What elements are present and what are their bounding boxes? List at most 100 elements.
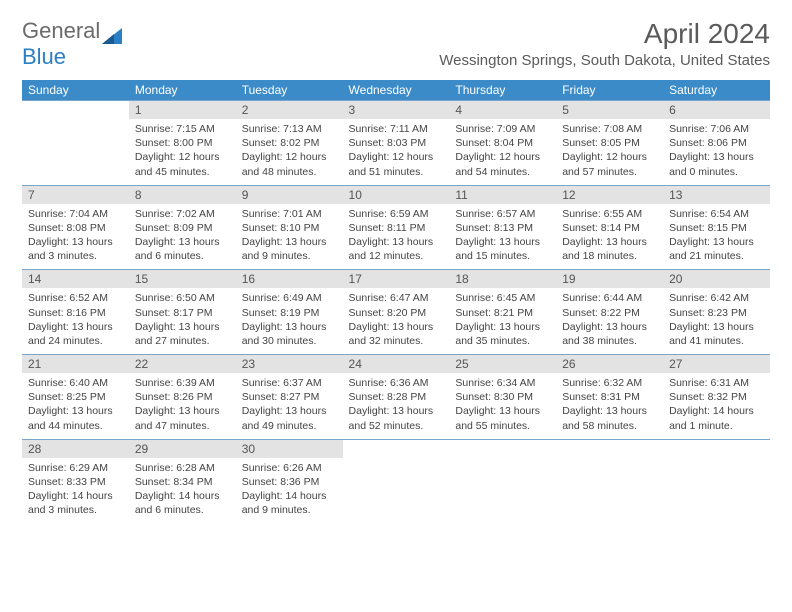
calendar-cell: 26Sunrise: 6:32 AMSunset: 8:31 PMDayligh… — [556, 354, 663, 439]
calendar-cell: 1Sunrise: 7:15 AMSunset: 8:00 PMDaylight… — [129, 100, 236, 185]
calendar-cell: 23Sunrise: 6:37 AMSunset: 8:27 PMDayligh… — [236, 354, 343, 439]
day-number: 19 — [556, 269, 663, 288]
calendar-cell: 7Sunrise: 7:04 AMSunset: 8:08 PMDaylight… — [22, 185, 129, 270]
calendar-cell: 6Sunrise: 7:06 AMSunset: 8:06 PMDaylight… — [663, 100, 770, 185]
day-details: Sunrise: 6:45 AMSunset: 8:21 PMDaylight:… — [449, 288, 556, 354]
day-details: Sunrise: 6:40 AMSunset: 8:25 PMDaylight:… — [22, 373, 129, 439]
day-number: 12 — [556, 185, 663, 204]
day-number: 5 — [556, 100, 663, 119]
weekday-header: Sunday — [22, 80, 129, 100]
calendar-table: SundayMondayTuesdayWednesdayThursdayFrid… — [22, 80, 770, 523]
day-details — [663, 444, 770, 453]
logo: General Blue — [22, 18, 122, 70]
logo-text-a: General — [22, 18, 100, 44]
day-details: Sunrise: 7:06 AMSunset: 8:06 PMDaylight:… — [663, 119, 770, 185]
day-details: Sunrise: 6:32 AMSunset: 8:31 PMDaylight:… — [556, 373, 663, 439]
day-number: 26 — [556, 354, 663, 373]
weekday-header: Friday — [556, 80, 663, 100]
day-details: Sunrise: 6:59 AMSunset: 8:11 PMDaylight:… — [343, 204, 450, 270]
weekday-header: Saturday — [663, 80, 770, 100]
weekday-header: Monday — [129, 80, 236, 100]
calendar-cell: 20Sunrise: 6:42 AMSunset: 8:23 PMDayligh… — [663, 269, 770, 354]
calendar-cell: 10Sunrise: 6:59 AMSunset: 8:11 PMDayligh… — [343, 185, 450, 270]
day-number: 15 — [129, 269, 236, 288]
day-details — [343, 444, 450, 453]
calendar-cell: 3Sunrise: 7:11 AMSunset: 8:03 PMDaylight… — [343, 100, 450, 185]
day-number: 22 — [129, 354, 236, 373]
day-number: 11 — [449, 185, 556, 204]
calendar-week-row: 14Sunrise: 6:52 AMSunset: 8:16 PMDayligh… — [22, 269, 770, 354]
calendar-week-row: 28Sunrise: 6:29 AMSunset: 8:33 PMDayligh… — [22, 439, 770, 524]
day-details: Sunrise: 7:13 AMSunset: 8:02 PMDaylight:… — [236, 119, 343, 185]
calendar-cell — [22, 100, 129, 185]
day-details: Sunrise: 6:44 AMSunset: 8:22 PMDaylight:… — [556, 288, 663, 354]
calendar-cell: 19Sunrise: 6:44 AMSunset: 8:22 PMDayligh… — [556, 269, 663, 354]
day-number: 18 — [449, 269, 556, 288]
day-details: Sunrise: 6:36 AMSunset: 8:28 PMDaylight:… — [343, 373, 450, 439]
weekday-header: Wednesday — [343, 80, 450, 100]
day-details: Sunrise: 6:52 AMSunset: 8:16 PMDaylight:… — [22, 288, 129, 354]
day-number: 6 — [663, 100, 770, 119]
weekday-header-row: SundayMondayTuesdayWednesdayThursdayFrid… — [22, 80, 770, 100]
calendar-cell: 25Sunrise: 6:34 AMSunset: 8:30 PMDayligh… — [449, 354, 556, 439]
day-number: 29 — [129, 439, 236, 458]
calendar-cell: 28Sunrise: 6:29 AMSunset: 8:33 PMDayligh… — [22, 439, 129, 524]
calendar-cell: 2Sunrise: 7:13 AMSunset: 8:02 PMDaylight… — [236, 100, 343, 185]
day-details: Sunrise: 7:09 AMSunset: 8:04 PMDaylight:… — [449, 119, 556, 185]
day-number: 2 — [236, 100, 343, 119]
day-details: Sunrise: 7:11 AMSunset: 8:03 PMDaylight:… — [343, 119, 450, 185]
day-number: 23 — [236, 354, 343, 373]
day-number: 3 — [343, 100, 450, 119]
day-number: 28 — [22, 439, 129, 458]
day-details: Sunrise: 6:50 AMSunset: 8:17 PMDaylight:… — [129, 288, 236, 354]
calendar-cell: 8Sunrise: 7:02 AMSunset: 8:09 PMDaylight… — [129, 185, 236, 270]
logo-text-b: Blue — [22, 44, 66, 70]
day-details: Sunrise: 6:28 AMSunset: 8:34 PMDaylight:… — [129, 458, 236, 524]
day-details — [556, 444, 663, 453]
calendar-cell: 5Sunrise: 7:08 AMSunset: 8:05 PMDaylight… — [556, 100, 663, 185]
day-details: Sunrise: 6:34 AMSunset: 8:30 PMDaylight:… — [449, 373, 556, 439]
day-number: 10 — [343, 185, 450, 204]
page-title: April 2024 — [439, 18, 770, 50]
day-number: 20 — [663, 269, 770, 288]
day-details: Sunrise: 7:04 AMSunset: 8:08 PMDaylight:… — [22, 204, 129, 270]
calendar-cell: 13Sunrise: 6:54 AMSunset: 8:15 PMDayligh… — [663, 185, 770, 270]
day-number: 30 — [236, 439, 343, 458]
day-number: 8 — [129, 185, 236, 204]
calendar-cell: 15Sunrise: 6:50 AMSunset: 8:17 PMDayligh… — [129, 269, 236, 354]
day-details — [22, 105, 129, 114]
calendar-cell: 12Sunrise: 6:55 AMSunset: 8:14 PMDayligh… — [556, 185, 663, 270]
day-number: 14 — [22, 269, 129, 288]
weekday-header: Thursday — [449, 80, 556, 100]
day-details: Sunrise: 6:54 AMSunset: 8:15 PMDaylight:… — [663, 204, 770, 270]
day-details: Sunrise: 6:31 AMSunset: 8:32 PMDaylight:… — [663, 373, 770, 439]
day-details: Sunrise: 6:37 AMSunset: 8:27 PMDaylight:… — [236, 373, 343, 439]
day-details — [449, 444, 556, 453]
calendar-cell — [663, 439, 770, 524]
calendar-cell: 4Sunrise: 7:09 AMSunset: 8:04 PMDaylight… — [449, 100, 556, 185]
calendar-week-row: 1Sunrise: 7:15 AMSunset: 8:00 PMDaylight… — [22, 100, 770, 185]
header: General Blue April 2024 Wessington Sprin… — [22, 18, 770, 70]
day-details: Sunrise: 7:02 AMSunset: 8:09 PMDaylight:… — [129, 204, 236, 270]
calendar-cell: 24Sunrise: 6:36 AMSunset: 8:28 PMDayligh… — [343, 354, 450, 439]
logo-triangle-icon — [102, 28, 122, 44]
day-number: 21 — [22, 354, 129, 373]
day-number: 4 — [449, 100, 556, 119]
day-details: Sunrise: 6:55 AMSunset: 8:14 PMDaylight:… — [556, 204, 663, 270]
calendar-cell — [556, 439, 663, 524]
calendar-cell: 27Sunrise: 6:31 AMSunset: 8:32 PMDayligh… — [663, 354, 770, 439]
day-details: Sunrise: 7:15 AMSunset: 8:00 PMDaylight:… — [129, 119, 236, 185]
calendar-cell: 29Sunrise: 6:28 AMSunset: 8:34 PMDayligh… — [129, 439, 236, 524]
calendar-cell: 14Sunrise: 6:52 AMSunset: 8:16 PMDayligh… — [22, 269, 129, 354]
calendar-cell: 18Sunrise: 6:45 AMSunset: 8:21 PMDayligh… — [449, 269, 556, 354]
calendar-cell: 17Sunrise: 6:47 AMSunset: 8:20 PMDayligh… — [343, 269, 450, 354]
day-details: Sunrise: 7:01 AMSunset: 8:10 PMDaylight:… — [236, 204, 343, 270]
calendar-cell: 11Sunrise: 6:57 AMSunset: 8:13 PMDayligh… — [449, 185, 556, 270]
location-text: Wessington Springs, South Dakota, United… — [439, 52, 770, 69]
day-number: 25 — [449, 354, 556, 373]
calendar-cell: 21Sunrise: 6:40 AMSunset: 8:25 PMDayligh… — [22, 354, 129, 439]
calendar-cell — [449, 439, 556, 524]
calendar-week-row: 21Sunrise: 6:40 AMSunset: 8:25 PMDayligh… — [22, 354, 770, 439]
day-details: Sunrise: 7:08 AMSunset: 8:05 PMDaylight:… — [556, 119, 663, 185]
day-number: 9 — [236, 185, 343, 204]
